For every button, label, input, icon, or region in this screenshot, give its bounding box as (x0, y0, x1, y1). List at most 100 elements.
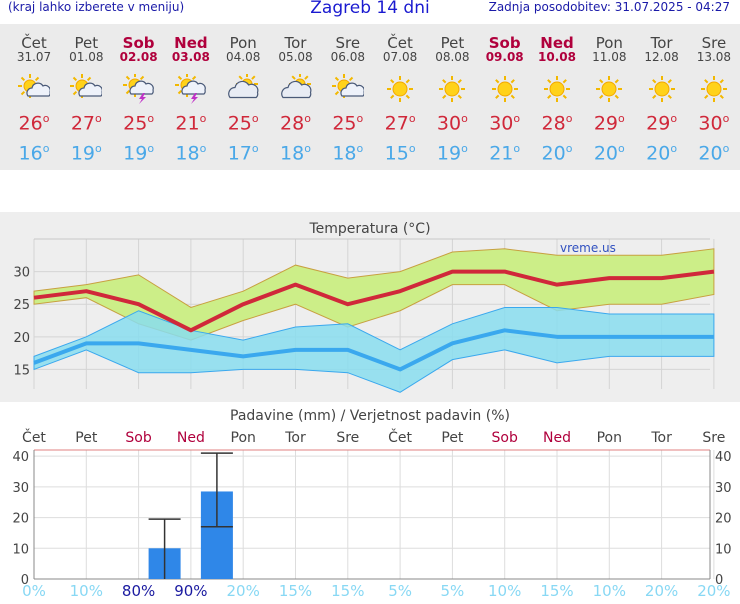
x-tick-label: Čet (388, 428, 412, 446)
probability-label: 20% (645, 582, 678, 600)
temp-min: 20o (688, 142, 740, 164)
temp-max: 28o (531, 112, 583, 134)
temp-max: 27o (60, 112, 112, 134)
y-tick-label-right: 40 (715, 450, 732, 465)
sun-icon (593, 74, 625, 104)
y-tick-label: 20 (12, 512, 29, 527)
day-date: 09.08 (479, 50, 531, 64)
day-date: 11.08 (583, 50, 635, 64)
temp-min: 20o (583, 142, 635, 164)
probability-label: 15% (331, 582, 364, 600)
precipitation-chart-svg: Padavine (mm) / Verjetnost padavin (%) Če… (0, 402, 740, 600)
temp-min: 21o (479, 142, 531, 164)
temp-max: 25o (322, 112, 374, 134)
y-tick-label: 25 (13, 298, 30, 313)
day-date: 13.08 (688, 50, 740, 64)
sun-cloud-icon (332, 74, 364, 104)
temp-max: 30o (426, 112, 478, 134)
sun-icon (384, 74, 416, 104)
temp-max: 21o (165, 112, 217, 134)
y-tick-label: 15 (13, 363, 30, 378)
x-tick-label: Ned (177, 430, 205, 446)
y-tick-label-right: 30 (715, 481, 732, 496)
day-date: 10.08 (531, 50, 583, 64)
temp-max: 30o (688, 112, 740, 134)
temp-min: 20o (531, 142, 583, 164)
sun-icon (698, 74, 730, 104)
temp-min: 19o (426, 142, 478, 164)
x-tick-label: Sob (492, 430, 518, 446)
sun-cloud-icon (70, 74, 102, 104)
temp-min: 15o (374, 142, 426, 164)
y-tick-label-right: 20 (715, 512, 732, 527)
probability-label: 10% (70, 582, 103, 600)
temp-max: 29o (583, 112, 635, 134)
temp-max: 26o (8, 112, 60, 134)
band-min (34, 307, 714, 392)
temp-max: 28o (270, 112, 322, 134)
last-updated: Zadnja posodobitev: 31.07.2025 - 04:27 (489, 0, 730, 14)
day-date: 08.08 (426, 50, 478, 64)
sun-cloud-icon (18, 74, 50, 104)
probability-label: 0% (22, 582, 46, 600)
x-tick-label: Čet (22, 428, 46, 446)
chart-title: Padavine (mm) / Verjetnost padavin (%) (230, 408, 510, 424)
day-date: 01.08 (60, 50, 112, 64)
y-tick-label: 20 (13, 331, 30, 346)
x-tick-label: Pet (75, 430, 98, 446)
day-date: 04.08 (217, 50, 269, 64)
temp-max: 25o (113, 112, 165, 134)
day-date: 02.08 (113, 50, 165, 64)
x-tick-label: Sre (702, 430, 725, 446)
day-date: 07.08 (374, 50, 426, 64)
sun-icon (489, 74, 521, 104)
x-tick-label: Pon (597, 430, 622, 446)
probability-label: 90% (174, 582, 207, 600)
x-tick-label: Pet (441, 430, 464, 446)
temp-min: 18o (270, 142, 322, 164)
watermark: vreme.us (560, 241, 616, 255)
probability-label: 15% (540, 582, 573, 600)
probability-label: 20% (227, 582, 260, 600)
temp-min: 18o (322, 142, 374, 164)
temp-max: 27o (374, 112, 426, 134)
probability-label: 15% (279, 582, 312, 600)
probability-label: 5% (441, 582, 465, 600)
temp-max: 29o (636, 112, 688, 134)
x-tick-label: Tor (650, 430, 672, 446)
x-tick-label: Tor (284, 430, 306, 446)
x-tick-label: Sob (125, 430, 151, 446)
cloudy-icon (280, 74, 312, 104)
temp-min: 19o (113, 142, 165, 164)
probability-label: 5% (388, 582, 412, 600)
day-date: 06.08 (322, 50, 374, 64)
day-date: 05.08 (270, 50, 322, 64)
temp-max: 30o (479, 112, 531, 134)
temp-max: 25o (217, 112, 269, 134)
x-tick-label: Pon (231, 430, 256, 446)
day-date: 03.08 (165, 50, 217, 64)
chart-title: Temperatura (°C) (308, 221, 430, 237)
x-tick-label: Sre (336, 430, 359, 446)
sun-icon (436, 74, 468, 104)
temp-min: 17o (217, 142, 269, 164)
thunder-icon (175, 74, 207, 104)
cloudy-icon (227, 74, 259, 104)
y-tick-label: 10 (12, 542, 29, 557)
sun-icon (646, 74, 678, 104)
